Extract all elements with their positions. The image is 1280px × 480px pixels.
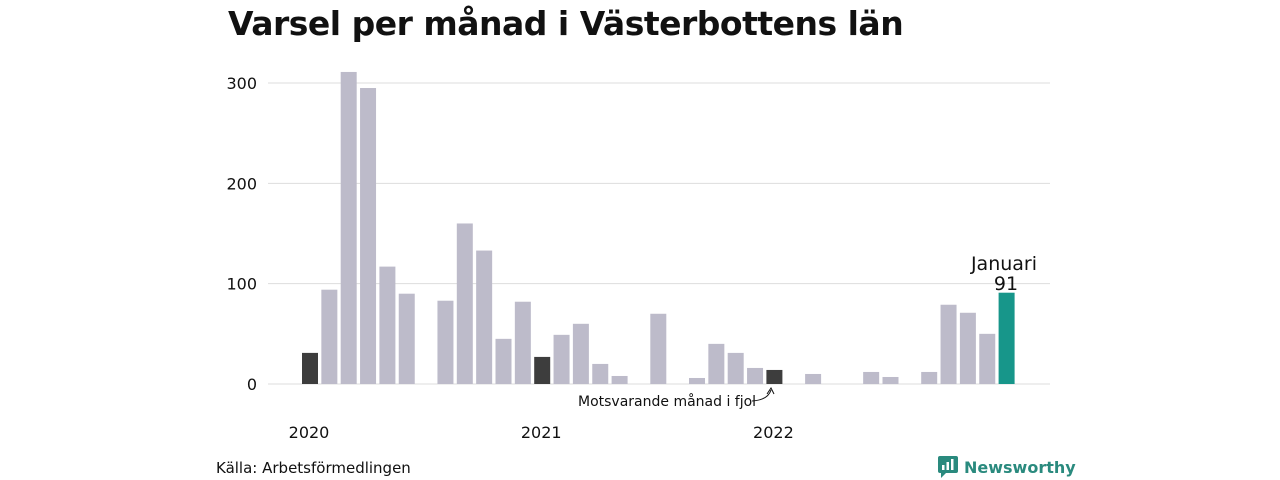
newsworthy-logo-icon <box>938 456 958 478</box>
y-axis-ticks: 0 100 200 300 <box>226 74 257 394</box>
bar <box>398 293 415 384</box>
source-note: Källa: Arbetsförmedlingen <box>216 459 411 477</box>
bars <box>302 71 1015 385</box>
bar <box>476 250 493 384</box>
bar <box>708 343 725 384</box>
bar <box>689 377 705 384</box>
bar <box>882 376 899 384</box>
brand-logo: Newsworthy <box>938 456 1076 478</box>
highlight-month-label: Januari <box>970 253 1037 275</box>
x-tick-label: 2021 <box>521 423 562 442</box>
bar <box>437 300 454 384</box>
annotation-text: Motsvarande månad i fjol <box>578 393 756 410</box>
bar <box>340 71 357 385</box>
chart-title: Varsel per månad i Västerbottens län <box>228 4 904 43</box>
bar-previous-year <box>534 356 551 384</box>
x-tick-label: 2020 <box>289 423 330 442</box>
annotation-arrow <box>751 389 772 402</box>
x-axis-ticks: 2020 2021 2022 <box>289 423 794 442</box>
highlight-label-group: Januari 91 <box>970 253 1037 295</box>
brand-name: Newsworthy <box>964 457 1076 477</box>
bar <box>727 352 744 384</box>
y-tick-label: 200 <box>226 174 257 193</box>
y-tick-label: 0 <box>247 375 257 394</box>
grid-lines <box>268 82 1050 385</box>
x-tick-label: 2022 <box>753 423 794 442</box>
bar-highlight <box>998 292 1015 384</box>
bar <box>553 334 570 384</box>
bar <box>456 223 473 384</box>
bar <box>863 371 880 384</box>
y-tick-label: 300 <box>226 74 257 93</box>
bar <box>979 333 996 384</box>
bar <box>921 371 938 384</box>
y-tick-label: 100 <box>226 275 257 294</box>
annotation-group: Motsvarande månad i fjol <box>578 387 775 410</box>
bar <box>611 375 628 384</box>
bar <box>321 289 338 384</box>
bar <box>747 367 764 384</box>
bar <box>805 373 822 384</box>
highlight-value-label: 91 <box>994 273 1018 295</box>
bar <box>959 312 976 384</box>
bar <box>650 313 667 384</box>
bar <box>495 338 512 384</box>
bar <box>940 304 957 384</box>
bar <box>360 88 377 385</box>
bar <box>592 363 609 384</box>
bar <box>514 301 531 384</box>
bar <box>379 266 396 384</box>
bar <box>572 323 589 384</box>
bar-previous-year <box>302 352 318 384</box>
annotation-arrowhead <box>766 387 775 395</box>
bar-previous-year <box>766 369 783 384</box>
